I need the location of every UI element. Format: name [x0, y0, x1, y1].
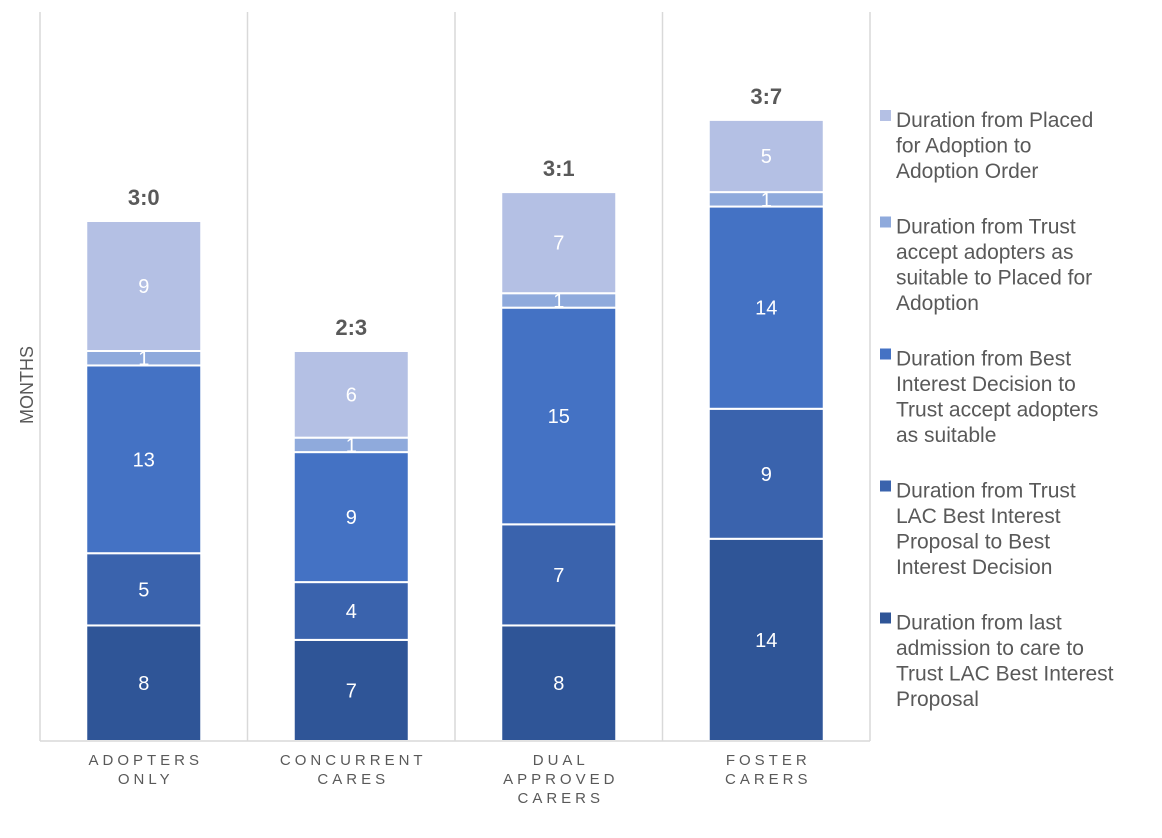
data-label: 8 [138, 673, 149, 695]
bar-segment [500, 523, 618, 627]
bar-segment [85, 624, 203, 743]
totals-layer: 3:0 2:3 3:1 3:7 [128, 84, 782, 340]
bar-segment [500, 191, 618, 295]
legend-label: Duration from Trust [896, 480, 1076, 503]
data-label: 9 [761, 464, 772, 486]
data-label: 14 [755, 630, 777, 652]
data-label: 9 [138, 276, 149, 298]
bar-segment [500, 624, 618, 743]
legend-label: Adoption Order [896, 160, 1038, 183]
legend-label: for Adoption to [896, 135, 1031, 158]
legend-label: Duration from Placed [896, 109, 1093, 132]
legend-swatch [880, 480, 891, 492]
legend-label: Proposal to Best [896, 531, 1050, 554]
data-label: 1 [553, 290, 564, 312]
bar-segment [292, 638, 410, 743]
y-axis-label: MONTHS [17, 346, 37, 424]
legend-label: Duration from Trust [896, 216, 1076, 239]
legend-label: admission to care to [896, 637, 1084, 660]
data-label: 15 [548, 406, 570, 428]
data-label: 4 [346, 601, 357, 623]
bar-segment [85, 220, 203, 352]
legend-label: Proposal [896, 688, 979, 711]
bar-segment [500, 306, 618, 526]
legend-item: Duration from Placed for Adoption toAdopt… [880, 109, 1093, 183]
bar-segment [292, 581, 410, 641]
total-label: 3:1 [543, 156, 575, 181]
data-label: 7 [553, 233, 564, 255]
legend-label: Trust accept adopters [896, 399, 1098, 422]
legend-label: Interest Decision [896, 556, 1052, 579]
x-tick-label: CARERS [517, 790, 604, 807]
legend-label: Duration from last [896, 612, 1062, 635]
total-label: 2:3 [335, 315, 367, 340]
data-label: 1 [346, 435, 357, 457]
legend-label: LAC Best Interest [896, 505, 1061, 528]
data-label: 14 [755, 298, 777, 320]
legend-label: suitable to Placed for [896, 267, 1092, 290]
data-label: 9 [346, 507, 357, 529]
legend-label: as suitable [896, 424, 996, 447]
data-label: 8 [553, 673, 564, 695]
bar-segment [707, 537, 825, 742]
x-tick-label: APPROVED [503, 771, 618, 788]
total-label: 3:0 [128, 185, 160, 210]
data-label: 7 [553, 565, 564, 587]
data-label: 1 [138, 348, 149, 370]
x-tick-label: ONLY [118, 771, 174, 788]
bar-segment [85, 364, 203, 555]
x-axis-labels: ADOPTERS ONLY CONCURRENT CARES DUAL APPROVED C… [88, 752, 812, 807]
data-label: 5 [761, 146, 772, 168]
legend-swatch [880, 612, 891, 624]
data-label: 5 [138, 579, 149, 601]
x-tick-label: ADOPTERS [88, 752, 203, 769]
x-tick-label: DUAL [533, 752, 589, 769]
bar-segment [292, 451, 410, 584]
data-label: 7 [346, 680, 357, 702]
legend-swatch [880, 110, 891, 121]
x-tick-label: FOSTER [726, 752, 811, 769]
x-tick-label: CONCURRENT [280, 752, 427, 769]
total-label: 3:7 [750, 84, 782, 109]
category-gridlines [39, 12, 871, 741]
x-tick-label: CARES [317, 771, 389, 788]
bar-segment [292, 350, 410, 439]
legend-label: accept adopters as [896, 241, 1073, 264]
legend-swatch [880, 348, 891, 360]
legend-label: Interest Decision to [896, 373, 1076, 396]
bar-segment [707, 118, 825, 194]
legend-swatch [880, 216, 891, 228]
legend-label: Trust LAC Best Interest [896, 663, 1114, 686]
data-label: 6 [346, 384, 357, 406]
bar-segment [707, 205, 825, 410]
x-tick-label: CARERS [725, 771, 812, 788]
data-label: 13 [133, 449, 155, 471]
legend-label: Adoption [896, 292, 979, 315]
data-label: 1 [761, 189, 772, 211]
legend-label: Duration from Best [896, 348, 1071, 371]
